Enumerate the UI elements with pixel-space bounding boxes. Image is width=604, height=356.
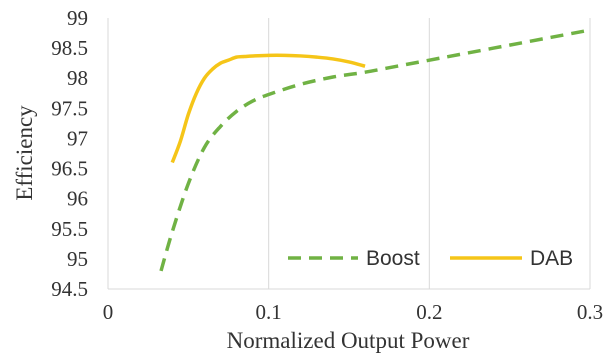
y-tick-label: 96.5 bbox=[51, 157, 88, 181]
y-tick-label: 97 bbox=[67, 126, 88, 150]
y-axis-title: Efficiency bbox=[12, 105, 37, 201]
y-tick-label: 99 bbox=[67, 6, 88, 30]
series-lines bbox=[159, 28, 591, 272]
y-tick-label: 94.5 bbox=[51, 277, 88, 301]
y-tick-label: 96 bbox=[67, 187, 88, 211]
series-line-dab bbox=[170, 53, 366, 164]
x-tick-label: 0 bbox=[103, 300, 114, 324]
y-tick-label: 98 bbox=[67, 66, 88, 90]
legend-boost-label: Boost bbox=[366, 247, 420, 270]
y-tick-label: 95 bbox=[67, 247, 88, 271]
y-tick-label: 95.5 bbox=[51, 217, 88, 241]
series-line-boost bbox=[159, 28, 591, 272]
y-tick-label: 98.5 bbox=[51, 36, 88, 60]
tick-labels: 0 0.1 0.2 0.3 94.5 95 95.5 96 96.5 97 97.5 98 98.5 99 bbox=[51, 6, 603, 324]
x-tick-label: 0.3 bbox=[577, 300, 603, 324]
legend-dab-label: DAB bbox=[530, 247, 573, 270]
x-tick-label: 0.2 bbox=[416, 300, 442, 324]
gridlines bbox=[107, 18, 591, 290]
x-tick-label: 0.1 bbox=[256, 300, 282, 324]
y-tick-label: 97.5 bbox=[51, 96, 88, 120]
x-axis-title: Normalized Output Power bbox=[227, 328, 470, 353]
legend: Boost DAB bbox=[288, 247, 573, 270]
